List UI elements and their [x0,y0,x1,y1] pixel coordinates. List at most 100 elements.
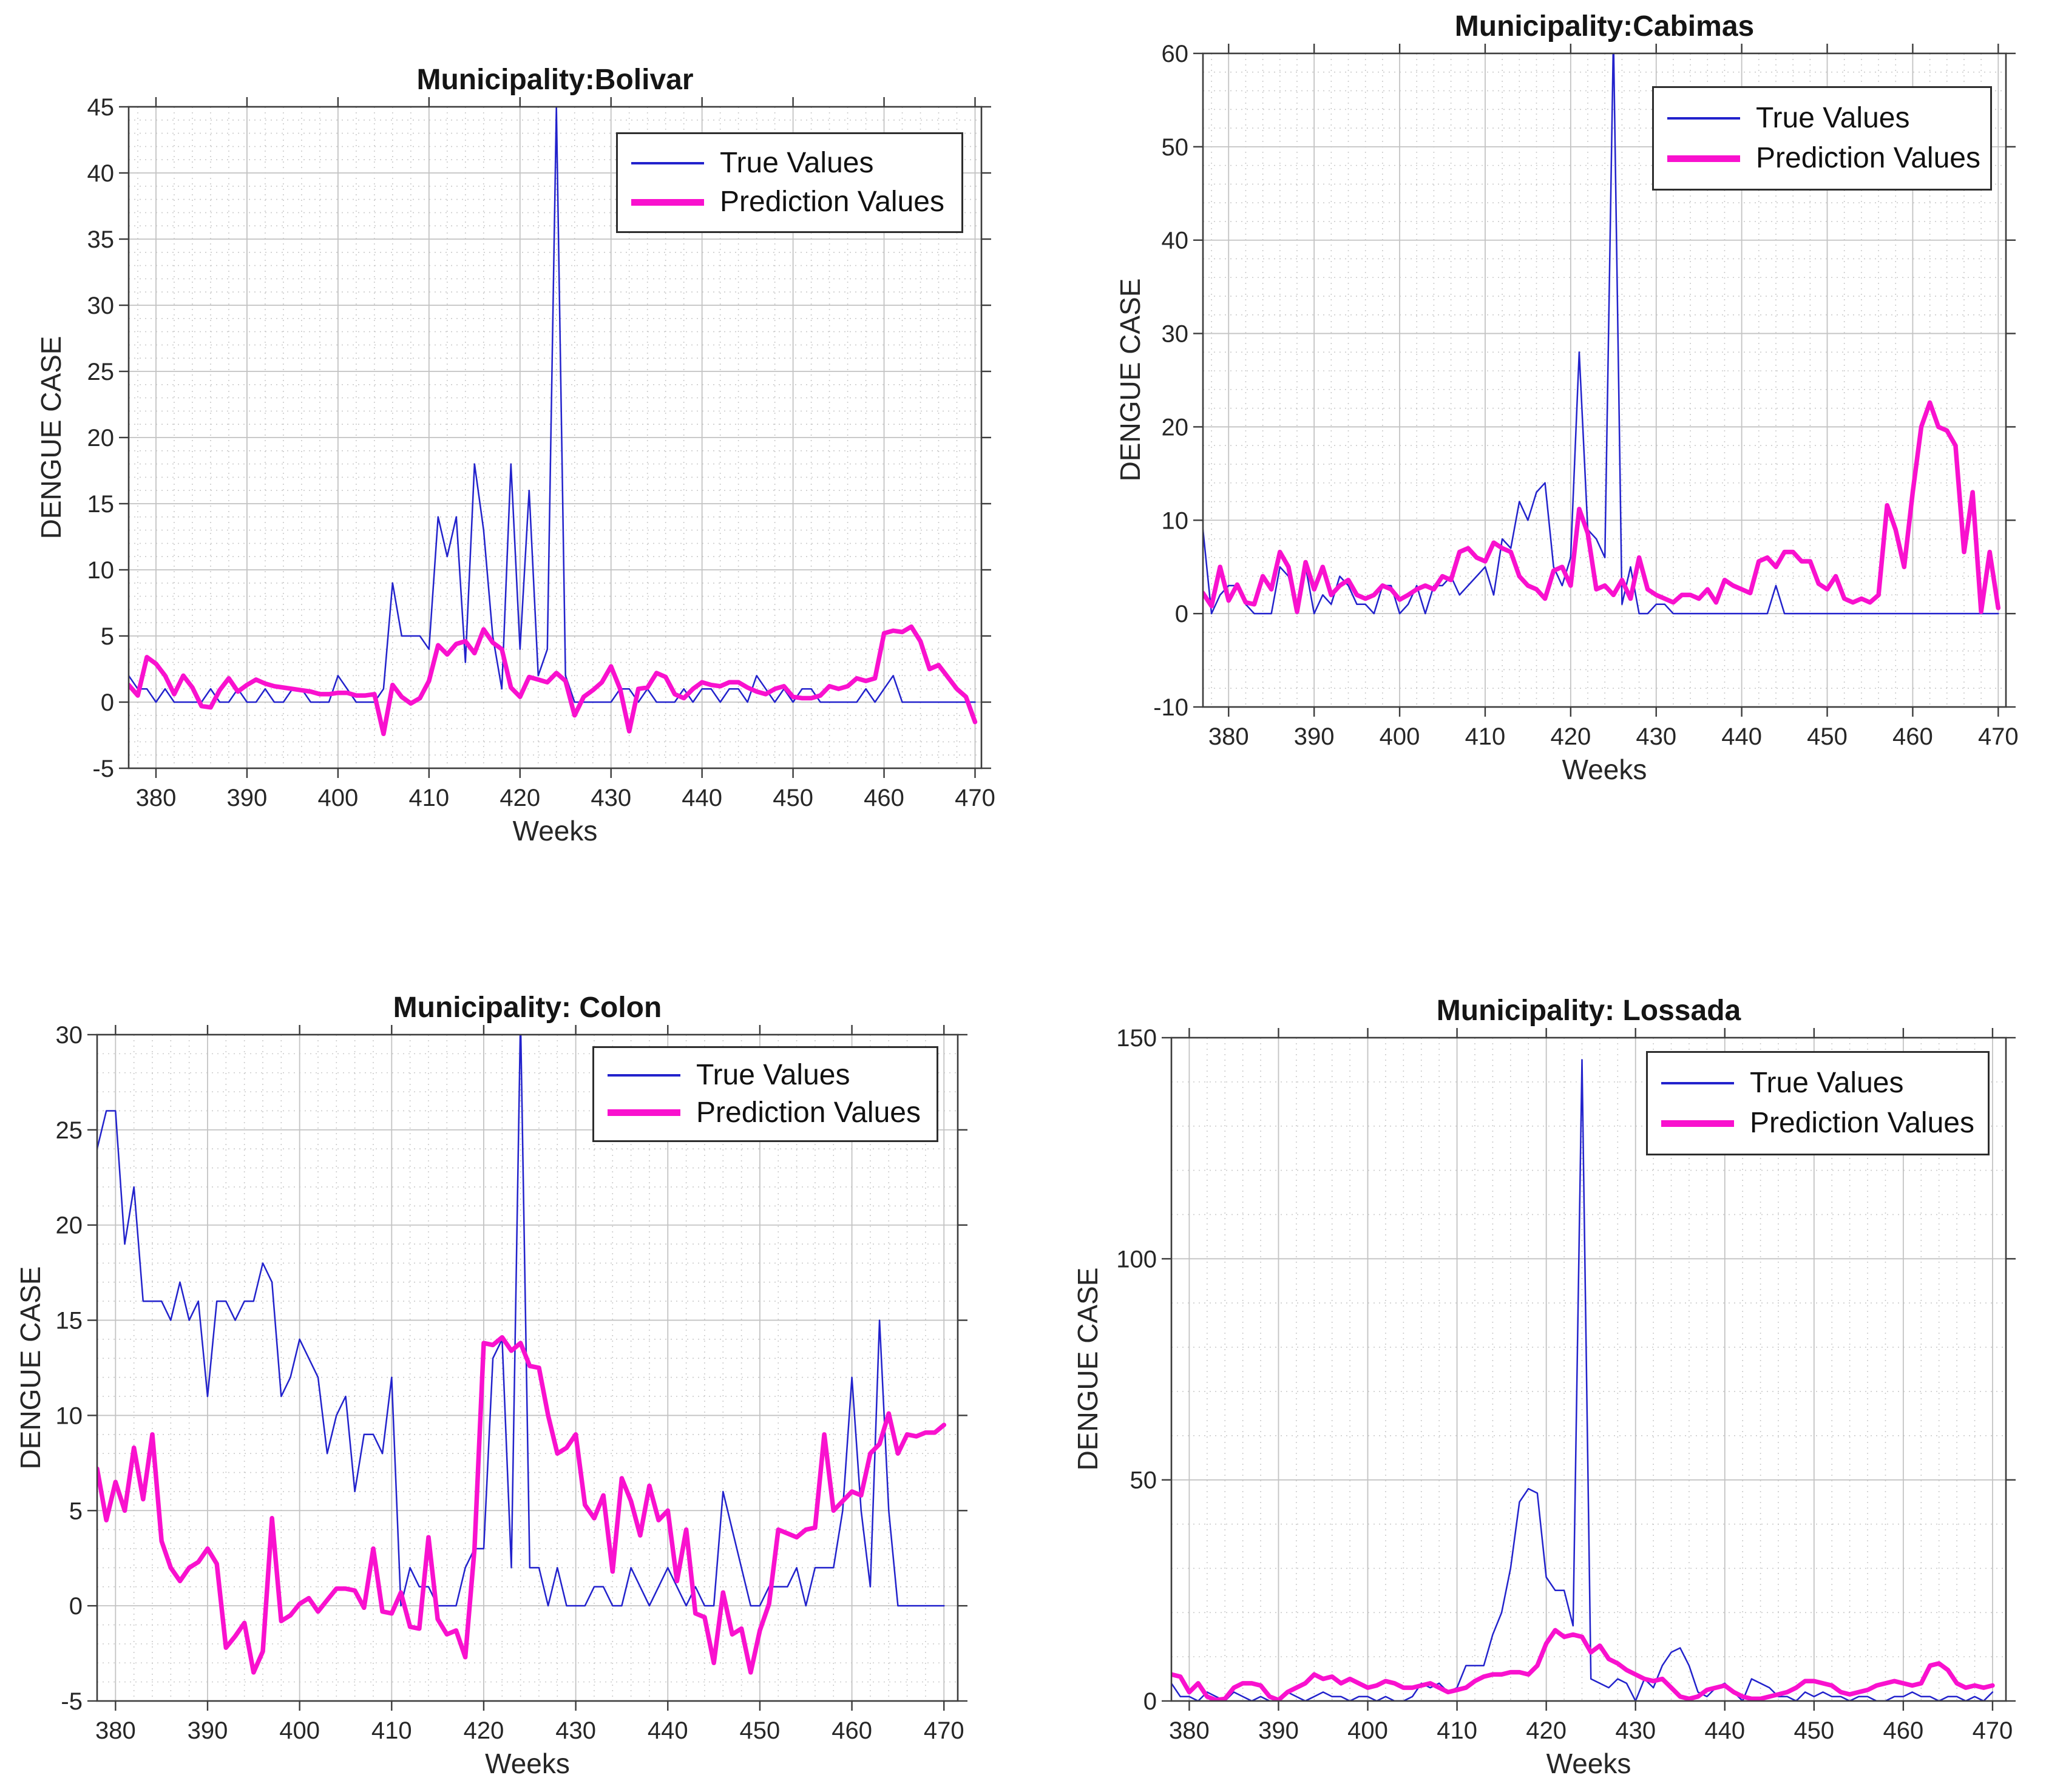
legend-row-true: True Values [608,1061,928,1090]
svg-text:30: 30 [56,1022,83,1049]
svg-text:15: 15 [56,1308,83,1334]
svg-text:380: 380 [136,785,177,811]
legend-label: Prediction Values [720,186,944,218]
chart-title: Municipality:Bolivar [416,64,694,96]
x-axis-label: Weeks [1546,1748,1631,1779]
prediction-values-line-sample [631,198,704,206]
chart-title: Municipality: Colon [393,992,662,1024]
svg-text:440: 440 [1721,723,1762,750]
legend-row-pred: Prediction Values [1667,144,1982,173]
svg-text:-5: -5 [61,1688,83,1715]
svg-text:380: 380 [1169,1717,1210,1744]
legend-label: Prediction Values [1750,1107,1974,1139]
svg-text:30: 30 [87,292,115,319]
svg-text:410: 410 [1465,723,1506,750]
legend-row-true: True Values [631,149,953,178]
svg-text:410: 410 [408,785,449,811]
legend: True Values Prediction Values [1646,1051,1990,1155]
svg-text:460: 460 [1883,1717,1924,1744]
svg-text:400: 400 [1347,1717,1388,1744]
svg-text:0: 0 [1175,601,1188,627]
svg-text:390: 390 [1294,723,1335,750]
svg-text:440: 440 [648,1717,688,1744]
svg-text:390: 390 [188,1717,228,1744]
svg-text:20: 20 [56,1212,83,1239]
y-axis-label: DENGUE CASE [35,336,67,539]
legend-label: Prediction Values [1756,142,1980,174]
legend: True Values Prediction Values [1652,86,1992,191]
svg-text:430: 430 [1615,1717,1656,1744]
svg-text:420: 420 [1550,723,1591,750]
true-values-line-sample [631,162,704,164]
svg-text:430: 430 [591,785,631,811]
svg-text:440: 440 [682,785,722,811]
svg-text:420: 420 [464,1717,504,1744]
svg-text:0: 0 [101,689,114,716]
svg-text:50: 50 [1130,1467,1157,1494]
true-values-line-sample [1667,117,1740,120]
svg-text:400: 400 [1380,723,1420,750]
svg-text:410: 410 [371,1717,412,1744]
chart-title: Municipality: Lossada [1436,995,1741,1027]
svg-text:450: 450 [740,1717,781,1744]
svg-text:35: 35 [87,226,115,253]
legend-label: True Values [696,1059,850,1092]
svg-text:430: 430 [555,1717,596,1744]
svg-text:10: 10 [87,557,115,584]
svg-text:470: 470 [1973,1717,2013,1744]
legend-row-true: True Values [1661,1069,1979,1098]
svg-text:460: 460 [832,1717,872,1744]
svg-text:440: 440 [1704,1717,1745,1744]
legend-row-pred: Prediction Values [608,1098,928,1128]
svg-text:460: 460 [1892,723,1933,750]
svg-text:410: 410 [1437,1717,1477,1744]
svg-text:390: 390 [1258,1717,1299,1744]
legend-row-pred: Prediction Values [631,188,953,217]
svg-text:450: 450 [1794,1717,1834,1744]
svg-text:30: 30 [1162,321,1189,348]
x-axis-label: Weeks [485,1748,570,1779]
svg-text:25: 25 [87,359,115,385]
svg-text:470: 470 [924,1717,964,1744]
y-axis-label: DENGUE CASE [1114,278,1146,482]
legend-label: True Values [1756,102,1910,134]
svg-text:40: 40 [1162,228,1189,254]
svg-text:20: 20 [1162,414,1189,441]
svg-text:25: 25 [56,1117,83,1144]
prediction-values-line-sample [608,1109,680,1117]
true-values-line-sample [1661,1082,1734,1084]
svg-text:420: 420 [1526,1717,1567,1744]
svg-text:40: 40 [87,160,115,187]
x-axis-label: Weeks [512,815,598,847]
chart-title: Municipality:Cabimas [1454,10,1755,42]
svg-text:450: 450 [1807,723,1848,750]
svg-text:430: 430 [1636,723,1676,750]
svg-text:10: 10 [1162,507,1189,534]
legend-row-true: True Values [1667,104,1982,133]
svg-text:5: 5 [69,1498,83,1524]
prediction-values-line-sample [1661,1120,1734,1127]
legend: True Values Prediction Values [592,1046,938,1142]
legend-label: True Values [1750,1067,1904,1099]
svg-text:5: 5 [101,623,114,650]
x-axis-label: Weeks [1562,754,1647,785]
legend-row-pred: Prediction Values [1661,1109,1979,1138]
legend-label: True Values [720,147,874,179]
svg-text:380: 380 [1208,723,1249,750]
legend: True Values Prediction Values [616,132,963,233]
svg-text:470: 470 [955,785,995,811]
true-values-line-sample [608,1074,680,1077]
svg-text:150: 150 [1116,1025,1157,1052]
svg-text:45: 45 [87,94,115,121]
prediction-values-line-sample [1667,155,1740,162]
y-axis-label: DENGUE CASE [1072,1267,1103,1471]
svg-text:450: 450 [773,785,813,811]
svg-text:0: 0 [69,1593,83,1620]
svg-text:10: 10 [56,1402,83,1429]
svg-text:-10: -10 [1153,694,1188,721]
svg-text:0: 0 [1143,1688,1157,1715]
svg-text:100: 100 [1116,1246,1157,1273]
svg-text:15: 15 [87,491,115,518]
svg-text:400: 400 [279,1717,320,1744]
svg-text:470: 470 [1978,723,2019,750]
